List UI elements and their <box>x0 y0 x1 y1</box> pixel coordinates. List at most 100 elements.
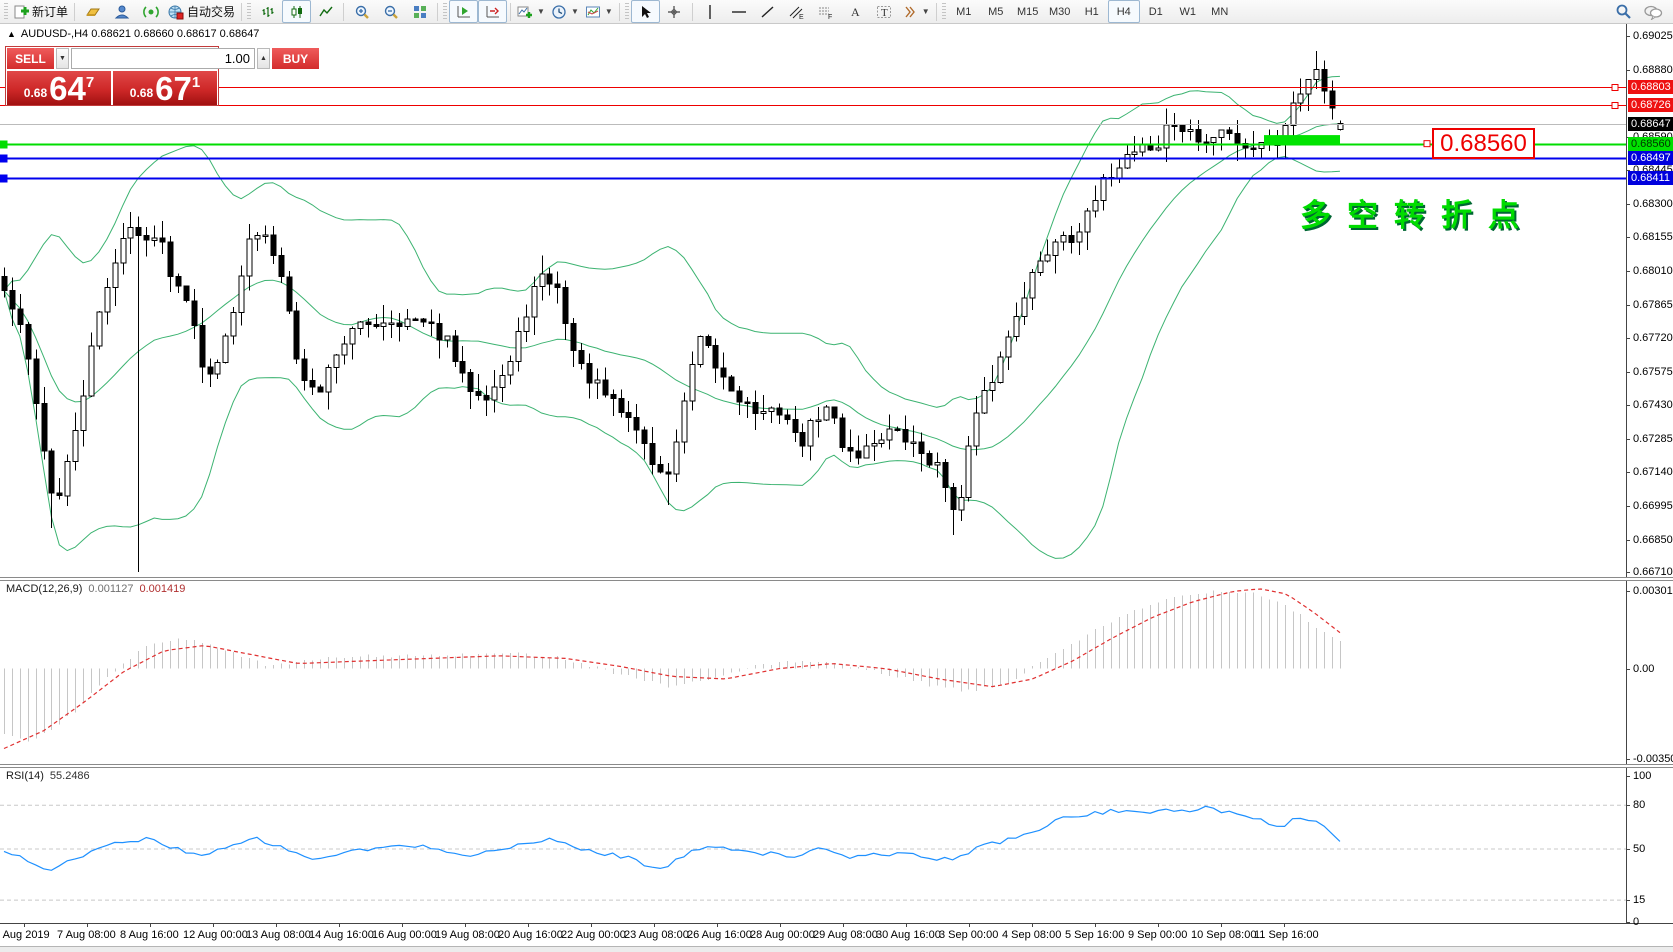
time-label: 3 Sep 00:00 <box>939 929 999 941</box>
time-tick <box>1221 923 1222 927</box>
timeframe-button-MN[interactable]: MN <box>1211 5 1229 18</box>
timeframe-button-H4[interactable]: H4 <box>1107 0 1140 23</box>
time-tick <box>1284 923 1285 927</box>
new-order-button[interactable]: 新订单 <box>10 0 71 23</box>
hline-anchor <box>1611 84 1619 91</box>
autotrading-icon <box>168 5 184 19</box>
auto-scroll-icon <box>457 5 470 17</box>
data-folder-button[interactable] <box>78 0 107 23</box>
data-folder-icon <box>85 8 100 16</box>
time-label: 7 Aug 08:00 <box>57 929 116 941</box>
time-label: 8 Aug 16:00 <box>120 929 179 941</box>
equidistant-channel-icon: E <box>789 6 804 20</box>
search-button[interactable] <box>1609 0 1638 23</box>
symbol-quote-text: AUDUSD-,H4 0.68621 0.68660 0.68617 0.686… <box>20 28 260 40</box>
symbol-info: ▲ AUDUSD-,H4 0.68621 0.68660 0.68617 0.68… <box>7 28 259 40</box>
rsi-tick-label: 0 <box>1633 916 1640 928</box>
tile-windows-button[interactable] <box>405 0 434 23</box>
zoom-in-icon <box>355 5 369 19</box>
add-indicator-button[interactable]: ▼ <box>514 0 548 23</box>
autotrading-button[interactable]: 自动交易 <box>165 0 238 23</box>
autotrading-label: 自动交易 <box>187 5 236 19</box>
bar-chart-button[interactable] <box>253 0 282 23</box>
tile-windows-icon <box>413 5 426 18</box>
time-tick <box>843 923 844 927</box>
text-button[interactable]: A <box>841 0 870 23</box>
price-tick <box>1626 338 1630 339</box>
templates-button[interactable]: ▼ <box>582 0 616 23</box>
timeframe-button-H1[interactable]: H1 <box>1084 5 1099 18</box>
price-tick <box>1626 36 1630 37</box>
price-tick <box>1626 170 1630 171</box>
equidistant-channel-button[interactable]: E <box>783 0 812 23</box>
text-label-button[interactable]: T <box>870 0 899 23</box>
buy-button[interactable]: BUY <box>272 48 319 69</box>
pane-divider-macd[interactable] <box>0 577 1673 581</box>
time-label: 11 Sep 16:00 <box>1254 929 1319 941</box>
trendline-button[interactable] <box>754 0 783 23</box>
timeframe-button-D1[interactable]: D1 <box>1148 5 1163 18</box>
time-label: 29 Aug 08:00 <box>813 929 878 941</box>
macd-label: MACD(12,26,9) 0.001127 0.001419 <box>6 583 186 595</box>
timeframe-button-M15[interactable]: M15 <box>1017 5 1039 18</box>
sell-price-prefix: 0.68 <box>23 86 48 100</box>
zoom-out-button[interactable] <box>376 0 405 23</box>
sell-button[interactable]: SELL <box>7 48 54 69</box>
time-label: 19 Aug 08:00 <box>435 929 500 941</box>
add-indicator-icon <box>517 6 533 18</box>
price-tick-label: 0.68300 <box>1633 198 1673 210</box>
crosshair-button[interactable] <box>660 0 689 23</box>
bottom-strip <box>0 946 1673 952</box>
timeframe-button-M30[interactable]: M30 <box>1049 5 1071 18</box>
rsi-tick <box>1626 849 1630 850</box>
price-badge-0.68803: 0.68803 <box>1628 80 1673 94</box>
macd-tick <box>1626 669 1630 670</box>
navigator-button[interactable] <box>107 0 136 23</box>
rsi-tick <box>1626 900 1630 901</box>
sell-price-button[interactable]: 0.68 64 7 <box>7 71 111 105</box>
volume-decrease-button[interactable]: ▼ <box>56 48 69 69</box>
rsi-line <box>3 805 1341 871</box>
callout-anchor <box>1423 140 1431 148</box>
time-label: 30 Aug 16:00 <box>876 929 941 941</box>
buy-price-button[interactable]: 0.68 67 1 <box>113 71 217 105</box>
collapse-panel-icon[interactable]: ▲ <box>7 29 16 39</box>
navigator-icon <box>114 5 129 18</box>
time-tick <box>528 923 529 927</box>
volume-increase-button[interactable]: ▲ <box>257 48 270 69</box>
chat-icon <box>1643 5 1662 20</box>
arrows-button[interactable]: ▼ <box>899 0 933 23</box>
toolbar-grip <box>4 2 8 21</box>
line-chart-button[interactable] <box>311 0 340 23</box>
text-label-icon: T <box>877 5 892 19</box>
candlestick-chart-button[interactable] <box>282 0 312 23</box>
chat-button[interactable] <box>1638 0 1667 23</box>
chart-shift-button[interactable] <box>478 0 508 23</box>
price-tick <box>1626 472 1630 473</box>
macd-tick-label: 0.003015 <box>1633 585 1673 597</box>
vertical-line-button[interactable] <box>696 0 725 23</box>
timeframe-button-W1[interactable]: W1 <box>1179 5 1196 18</box>
time-label: 26 Aug 16:00 <box>687 929 752 941</box>
time-tick <box>276 923 277 927</box>
zoom-in-button[interactable] <box>347 0 376 23</box>
cursor-button[interactable] <box>630 0 660 23</box>
auto-scroll-button[interactable] <box>449 0 479 23</box>
volume-input[interactable] <box>71 48 255 69</box>
signals-button[interactable] <box>136 0 165 23</box>
cursor-icon <box>642 5 652 18</box>
time-tick <box>213 923 214 927</box>
horizontal-line-button[interactable] <box>725 0 754 23</box>
hline-anchor <box>0 140 8 149</box>
fibonacci-button[interactable]: F <box>812 0 841 23</box>
timeframe-button-M1[interactable]: M1 <box>956 5 972 18</box>
pane-divider-rsi[interactable] <box>0 764 1673 768</box>
periods-button[interactable]: ▼ <box>548 0 582 23</box>
price-tick-label: 0.68155 <box>1633 231 1673 243</box>
timeframe-button-M5[interactable]: M5 <box>988 5 1004 18</box>
buy-price-prefix: 0.68 <box>129 86 154 100</box>
macd-histogram <box>4 590 1341 742</box>
macd-tick <box>1626 591 1630 592</box>
trendline-icon <box>761 5 774 18</box>
price-tick <box>1626 439 1630 440</box>
